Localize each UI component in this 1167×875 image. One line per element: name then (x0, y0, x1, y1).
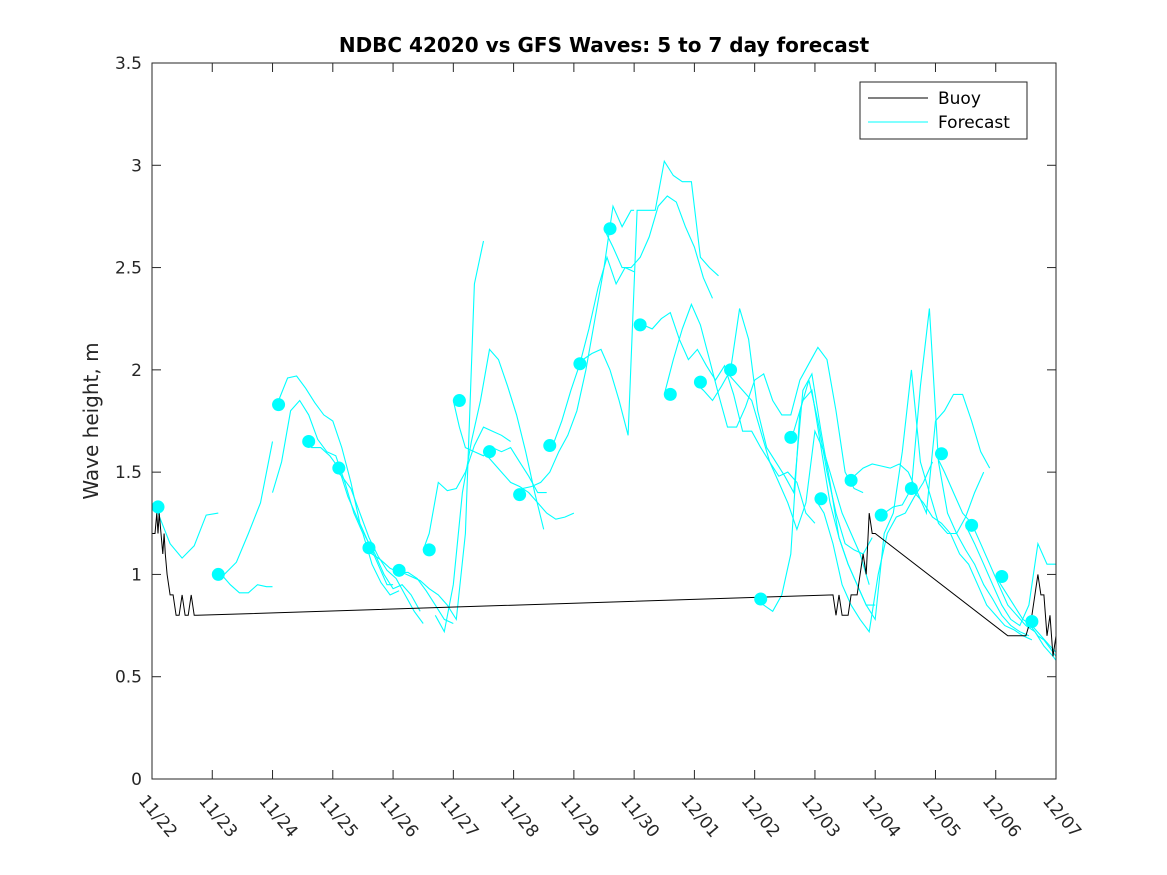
forecast-run-line (724, 369, 870, 585)
forecast-point (874, 508, 888, 522)
forecast-point (934, 447, 948, 461)
forecast-point (784, 430, 798, 444)
x-tick-label: 12/02 (737, 791, 784, 841)
forecast-point (422, 543, 436, 557)
y-tick-label: 2 (131, 361, 142, 381)
forecast-point (724, 363, 738, 377)
y-tick-label: 3.5 (115, 54, 142, 74)
forecast-run-line (452, 400, 547, 494)
forecast-run-line (392, 240, 485, 622)
forecast-point (452, 394, 466, 408)
y-tick-label: 1.5 (115, 463, 142, 483)
forecast-run-line (844, 393, 991, 516)
forecast-point (965, 518, 979, 532)
forecast-run-line (875, 308, 1030, 637)
forecast-point (543, 439, 557, 453)
forecast-point (633, 318, 647, 332)
x-tick-label: 12/01 (677, 791, 724, 841)
legend: Buoy Forecast (859, 81, 1028, 140)
forecast-run-line (935, 453, 1056, 661)
y-axis: 0 0.5 1 1.5 2 2.5 3 3.5 (115, 54, 1056, 790)
legend-forecast-label: Forecast (938, 113, 1010, 133)
forecast-run-line (302, 441, 421, 612)
forecast-point (754, 592, 768, 606)
legend-box (859, 81, 1028, 140)
forecast-run-line (663, 302, 864, 494)
y-tick-label: 2.5 (115, 259, 142, 279)
forecast-run-line (362, 547, 454, 625)
forecast-run-line (332, 467, 424, 624)
x-tick-label: 12/06 (978, 791, 1025, 841)
chart-title: NDBC 42020 vs GFS Waves: 5 to 7 day fore… (339, 33, 870, 57)
x-tick-label: 11/24 (255, 791, 302, 841)
forecast-markers (151, 222, 1039, 628)
forecast-point (211, 567, 225, 581)
x-tick-label: 11/23 (194, 791, 241, 841)
forecast-run-line (603, 195, 714, 299)
x-tick-label: 11/22 (134, 791, 181, 841)
x-tick-label: 11/28 (496, 791, 543, 841)
forecast-point (814, 492, 828, 506)
legend-buoy-label: Buoy (938, 89, 981, 109)
x-tick-label: 11/30 (616, 791, 663, 841)
y-tick-label: 1 (131, 565, 142, 585)
forecast-point (272, 398, 286, 412)
plot-frame (151, 62, 1057, 780)
forecast-point (995, 569, 1009, 583)
forecast-point (603, 222, 617, 236)
forecast-point (513, 488, 527, 502)
forecast-run-line (513, 204, 635, 496)
forecast-run-line (965, 525, 1056, 627)
x-tick-label: 11/26 (375, 791, 422, 841)
forecast-run-line (434, 348, 545, 634)
forecast-point (844, 473, 858, 487)
x-tick-label: 11/27 (436, 791, 483, 841)
y-tick-label: 3 (131, 156, 142, 176)
x-tick-label: 12/07 (1038, 791, 1085, 841)
forecast-run-line (272, 375, 394, 586)
forecast-point (663, 387, 677, 401)
forecast-run-line (271, 399, 400, 596)
forecast-point (151, 500, 165, 514)
x-tick-label: 11/29 (556, 791, 603, 841)
forecast-run-line (573, 159, 719, 436)
y-axis-label: Wave height, m (79, 342, 103, 499)
forecast-point (362, 541, 376, 555)
x-tick-label: 12/03 (797, 791, 844, 841)
forecast-run-line (814, 461, 934, 634)
forecast-point (693, 375, 707, 389)
forecast-point (482, 445, 496, 459)
buoy-line-group (152, 513, 1056, 657)
x-tick-label: 11/25 (315, 791, 362, 841)
forecast-point (573, 357, 587, 371)
forecast-point (904, 482, 918, 496)
forecast-point (392, 563, 406, 577)
plot-area (152, 63, 1056, 779)
forecast-run-line (483, 451, 575, 520)
forecast-run-line (634, 311, 816, 524)
forecast-run-line (905, 487, 1033, 641)
y-tick-label: 0 (131, 770, 142, 790)
forecast-run-line (422, 426, 511, 551)
forecast-run-line (543, 255, 635, 447)
x-tick-label: 12/04 (857, 791, 904, 841)
y-tick-label: 0.5 (115, 668, 142, 688)
x-tick-label: 12/05 (918, 791, 965, 841)
forecast-lines (152, 159, 1056, 661)
buoy-line (152, 513, 1056, 657)
forecast-point (1025, 614, 1039, 628)
forecast-point (332, 461, 346, 475)
forecast-point (302, 434, 316, 448)
